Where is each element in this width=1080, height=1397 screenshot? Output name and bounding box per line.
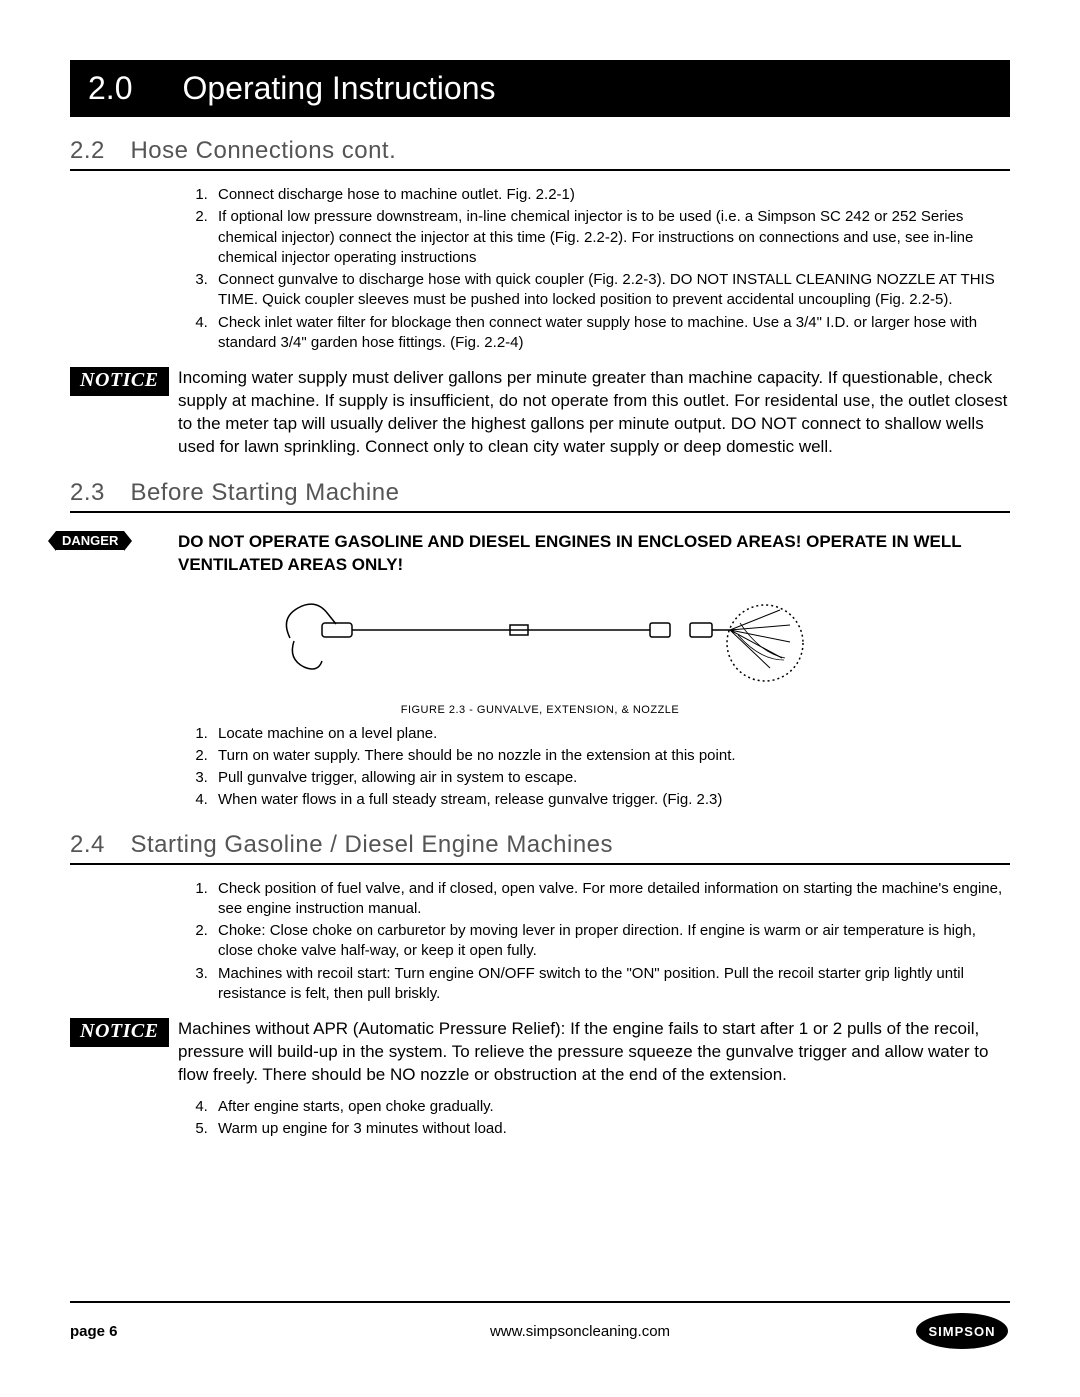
section-2-3-list: Locate machine on a level plane. Turn on… — [212, 724, 1010, 811]
section-number: 2.4 — [70, 831, 126, 859]
page-number: page 6 — [70, 1323, 270, 1340]
notice-badge: NOTICE — [70, 367, 169, 396]
section-number: 2.3 — [70, 479, 126, 507]
section-number: 2.2 — [70, 137, 126, 165]
section-2-2-head: 2.2 Hose Connections cont. — [70, 131, 1010, 171]
notice-row-2-4: NOTICE Machines without APR (Automatic P… — [70, 1018, 1010, 1087]
danger-row: DANGER DO NOT OPERATE GASOLINE AND DIESE… — [70, 531, 1010, 577]
figure-2-3: FIGURE 2.3 - GUNVALVE, EXTENSION, & NOZZ… — [70, 583, 1010, 716]
danger-label-col: DANGER — [70, 531, 178, 550]
page-footer: page 6 www.simpsoncleaning.com SIMPSON — [70, 1301, 1010, 1351]
notice-text: Incoming water supply must deliver gallo… — [178, 367, 1010, 459]
notice-label-col: NOTICE — [70, 367, 178, 396]
list-item: Check position of fuel valve, and if clo… — [212, 879, 1010, 920]
section-title: Starting Gasoline / Diesel Engine Machin… — [130, 831, 613, 858]
section-2-4-head: 2.4 Starting Gasoline / Diesel Engine Ma… — [70, 825, 1010, 865]
chapter-number: 2.0 — [88, 70, 178, 107]
list-item: Locate machine on a level plane. — [212, 724, 1010, 744]
brand-text: SIMPSON — [929, 1324, 996, 1339]
brand-logo: SIMPSON — [890, 1311, 1010, 1351]
chapter-header: 2.0 Operating Instructions — [70, 60, 1010, 117]
section-2-4-list-b: After engine starts, open choke graduall… — [212, 1097, 1010, 1140]
list-item: When water flows in a full steady stream… — [212, 790, 1010, 810]
list-item: Check inlet water filter for blockage th… — [212, 313, 1010, 354]
list-item: Turn on water supply. There should be no… — [212, 746, 1010, 766]
list-item: Connect gunvalve to discharge hose with … — [212, 270, 1010, 311]
list-item: If optional low pressure downstream, in-… — [212, 207, 1010, 268]
list-item: Machines with recoil start: Turn engine … — [212, 964, 1010, 1005]
notice-row-2-2: NOTICE Incoming water supply must delive… — [70, 367, 1010, 459]
section-2-4-list-a: Check position of fuel valve, and if clo… — [212, 879, 1010, 1005]
list-item: Choke: Close choke on carburetor by movi… — [212, 921, 1010, 962]
figure-caption: FIGURE 2.3 - GUNVALVE, EXTENSION, & NOZZ… — [70, 704, 1010, 716]
gunvalve-figure-svg — [260, 583, 820, 693]
section-2-3-head: 2.3 Before Starting Machine — [70, 473, 1010, 513]
list-item: Warm up engine for 3 minutes without loa… — [212, 1119, 1010, 1139]
list-item: Connect discharge hose to machine outlet… — [212, 185, 1010, 205]
notice-label-col: NOTICE — [70, 1018, 178, 1047]
notice-text: Machines without APR (Automatic Pressure… — [178, 1018, 1010, 1087]
list-item: After engine starts, open choke graduall… — [212, 1097, 1010, 1117]
danger-text: DO NOT OPERATE GASOLINE AND DIESEL ENGIN… — [178, 531, 1010, 577]
section-title: Hose Connections cont. — [130, 137, 396, 164]
section-title: Before Starting Machine — [130, 479, 399, 506]
section-2-2-list: Connect discharge hose to machine outlet… — [212, 185, 1010, 353]
danger-badge: DANGER — [56, 531, 124, 550]
notice-badge: NOTICE — [70, 1018, 169, 1047]
list-item: Pull gunvalve trigger, allowing air in s… — [212, 768, 1010, 788]
chapter-title: Operating Instructions — [182, 70, 495, 106]
footer-url: www.simpsoncleaning.com — [270, 1323, 890, 1340]
simpson-logo-svg: SIMPSON — [914, 1311, 1010, 1351]
